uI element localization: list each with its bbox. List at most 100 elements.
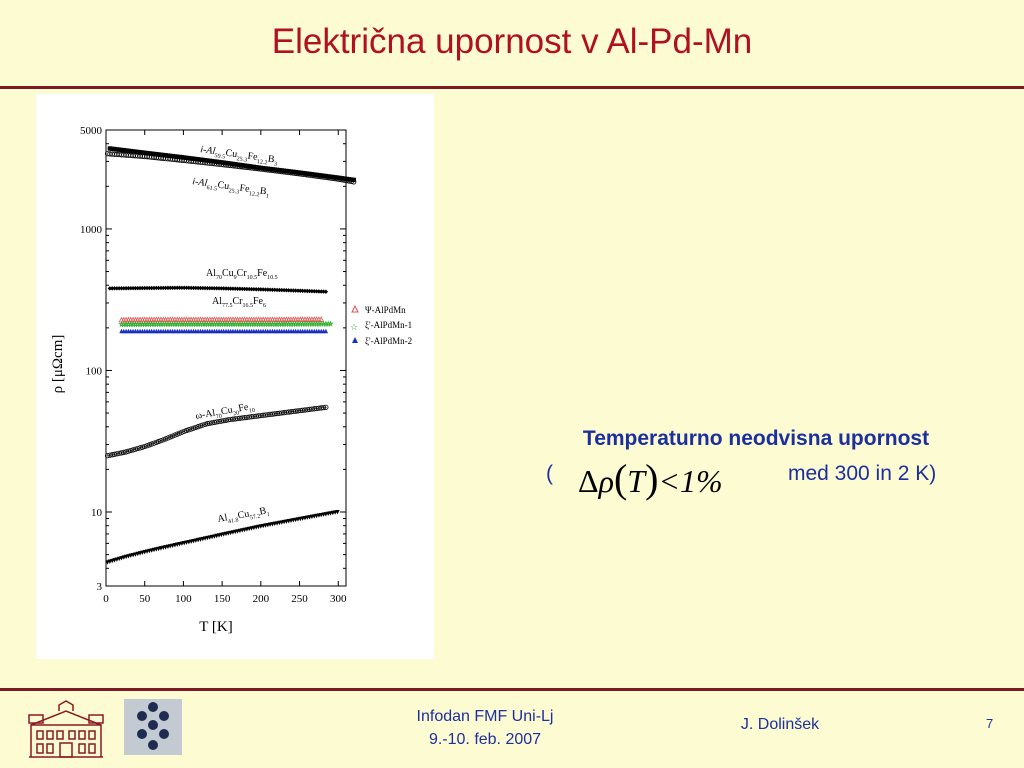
formula-rparen: ) xyxy=(645,456,659,501)
data-point-2-11 xyxy=(133,285,138,291)
data-point-0-9 xyxy=(128,148,133,154)
data-point-0-17 xyxy=(147,151,152,156)
data-point-2-78 xyxy=(288,288,294,293)
data-point-7-37 xyxy=(190,425,197,431)
data-point-7-30 xyxy=(174,431,180,437)
data-point-2-42 xyxy=(205,285,210,291)
data-point-7-2 xyxy=(109,452,115,458)
data-point-2-1 xyxy=(109,286,115,291)
data-point-2-88 xyxy=(312,289,317,294)
data-point-2-3 xyxy=(114,286,120,291)
data-point-2-31 xyxy=(179,285,185,290)
note-heading: Temperaturno neodvisna upornost xyxy=(582,427,930,450)
data-point-7-29 xyxy=(172,432,178,438)
data-point-2-93 xyxy=(323,289,329,294)
data-point-2-16 xyxy=(144,285,150,291)
data-point-2-76 xyxy=(284,288,289,293)
data-point-0-12 xyxy=(135,149,140,155)
data-point-7-40 xyxy=(197,423,204,429)
data-point-7-39 xyxy=(195,424,201,430)
formula-lparen: ( xyxy=(613,456,628,501)
data-point-2-62 xyxy=(251,287,257,292)
data-point-2-60 xyxy=(247,286,252,292)
data-point-7-4 xyxy=(114,451,120,457)
data-point-7-1 xyxy=(107,452,113,458)
series-label-3: Al70Cu9Cr10.5Fe10.5 xyxy=(206,268,278,281)
x-tick-label: 100 xyxy=(175,593,192,605)
data-point-2-59 xyxy=(244,286,250,292)
data-point-2-38 xyxy=(195,285,201,291)
resistivity-chart: 0 50 100 150 200 250 300 3 10 100 1000 5000 T [K] ρ… xyxy=(50,125,412,635)
data-point-2-35 xyxy=(188,285,194,291)
data-point-2-41 xyxy=(202,285,208,291)
data-point-2-39 xyxy=(198,285,203,291)
data-point-2-14 xyxy=(140,285,145,291)
data-point-2-65 xyxy=(258,287,264,292)
data-point-0-37 xyxy=(193,156,199,162)
data-point-2-0 xyxy=(107,286,113,291)
formula-T: T xyxy=(627,463,646,499)
data-point-0-3 xyxy=(114,147,120,152)
page-number: 7 xyxy=(986,716,994,731)
data-point-2-83 xyxy=(300,288,305,294)
data-point-2-29 xyxy=(175,285,180,291)
data-point-0-34 xyxy=(186,155,192,161)
data-point-8-99 xyxy=(335,509,340,515)
series-label-7: ω-Al70Cu20Fe10 xyxy=(195,401,256,424)
data-point-7-5 xyxy=(116,450,122,456)
formula-rest: <1% xyxy=(658,463,723,499)
formula-delta: Δ xyxy=(578,463,599,499)
x-axis-label: T [K] xyxy=(199,619,232,635)
data-point-0-27 xyxy=(170,153,175,159)
data-point-1-106 xyxy=(351,179,357,185)
data-point-2-21 xyxy=(156,285,161,291)
data-point-2-5 xyxy=(119,286,124,291)
institute-dots-logo xyxy=(124,699,182,755)
legend-marker-xi2 xyxy=(352,337,358,343)
data-point-7-9 xyxy=(125,448,132,454)
data-point-2-33 xyxy=(184,285,189,291)
data-point-7-13 xyxy=(135,445,141,452)
y-tick-label: 5000 xyxy=(80,125,103,137)
top-divider xyxy=(0,86,1024,89)
data-point-2-52 xyxy=(228,286,233,291)
data-point-2-28 xyxy=(172,285,178,291)
x-tick-label: 300 xyxy=(330,593,347,605)
data-point-0-56 xyxy=(237,162,243,168)
data-point-2-58 xyxy=(242,286,247,292)
data-point-2-22 xyxy=(158,285,164,291)
data-point-2-53 xyxy=(230,286,236,291)
data-point-0-11 xyxy=(133,149,138,154)
data-point-0-33 xyxy=(184,155,189,161)
data-point-0-103 xyxy=(346,177,352,182)
data-point-0-0 xyxy=(107,146,113,151)
data-point-2-90 xyxy=(316,289,322,294)
data-point-7-19 xyxy=(149,441,155,447)
plot-frame xyxy=(105,129,347,587)
data-point-0-54 xyxy=(233,162,238,167)
data-point-7-15 xyxy=(139,444,145,450)
series-label-8: Al41.8Cu57.2B1 xyxy=(217,505,271,527)
data-point-2-23 xyxy=(161,285,166,291)
data-point-0-20 xyxy=(154,151,159,157)
data-point-7-24 xyxy=(160,437,166,443)
footer-author: J. Dolinšek xyxy=(740,716,820,733)
data-point-0-30 xyxy=(177,154,182,160)
data-point-2-55 xyxy=(235,286,240,291)
data-point-0-22 xyxy=(158,152,164,157)
data-point-0-4 xyxy=(116,147,122,152)
data-point-5-90 xyxy=(327,320,334,327)
y-tick-label: 1000 xyxy=(80,224,103,236)
data-point-7-0 xyxy=(104,453,111,459)
data-point-7-25 xyxy=(163,436,169,442)
data-point-7-20 xyxy=(151,440,157,446)
data-point-0-2 xyxy=(112,146,117,152)
data-point-0-29 xyxy=(175,154,180,159)
data-point-2-4 xyxy=(116,286,122,291)
fit-line-omega xyxy=(107,406,327,457)
data-point-7-33 xyxy=(181,428,187,434)
data-point-0-18 xyxy=(149,151,154,156)
data-point-0-6 xyxy=(121,148,127,153)
data-point-2-73 xyxy=(277,287,282,293)
data-point-0-36 xyxy=(191,156,196,161)
